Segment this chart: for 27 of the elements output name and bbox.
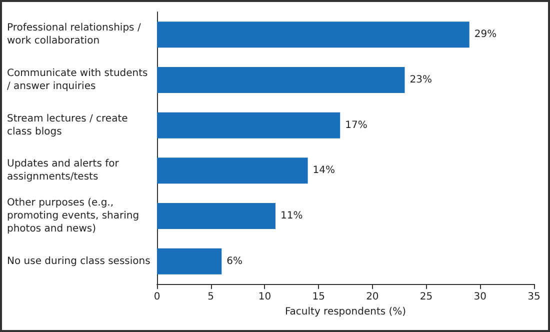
x-tick-label: 20 (366, 292, 379, 302)
data-label: 11% (280, 210, 303, 222)
y-tick-label: Communicate with students / answer inquiries (7, 68, 151, 92)
data-label: 17% (345, 120, 368, 131)
y-tick-label: No use during class sessions (7, 256, 150, 267)
y-tick-label: Stream lectures / create class blogs (7, 113, 131, 138)
data-label: 14% (312, 165, 336, 176)
data-label: 6% (226, 256, 243, 267)
x-axis-title: Faculty respondents (%) (284, 306, 406, 318)
bar (157, 203, 276, 229)
x-tick-label: 25 (420, 292, 433, 302)
y-tick-label: Updates and alerts for assignments/tests (7, 158, 122, 183)
x-tick-label: 30 (474, 292, 487, 302)
y-tick-label: Other purposes (e.g., promoting events, sharing photos and news) (7, 198, 142, 234)
bar (157, 67, 405, 93)
bar (157, 248, 222, 274)
bar (157, 112, 340, 138)
x-tick-label: 5 (208, 292, 214, 302)
x-tick-label: 0 (154, 292, 160, 302)
y-tick-label: Professional relationships / work collaboration (7, 22, 144, 47)
x-tick-label: 10 (258, 292, 272, 302)
bar (157, 158, 308, 184)
x-tick-label: 35 (528, 292, 540, 302)
bar (157, 22, 470, 48)
data-label: 29% (474, 29, 497, 40)
x-tick-label: 15 (312, 292, 325, 302)
data-label: 23% (410, 74, 432, 86)
